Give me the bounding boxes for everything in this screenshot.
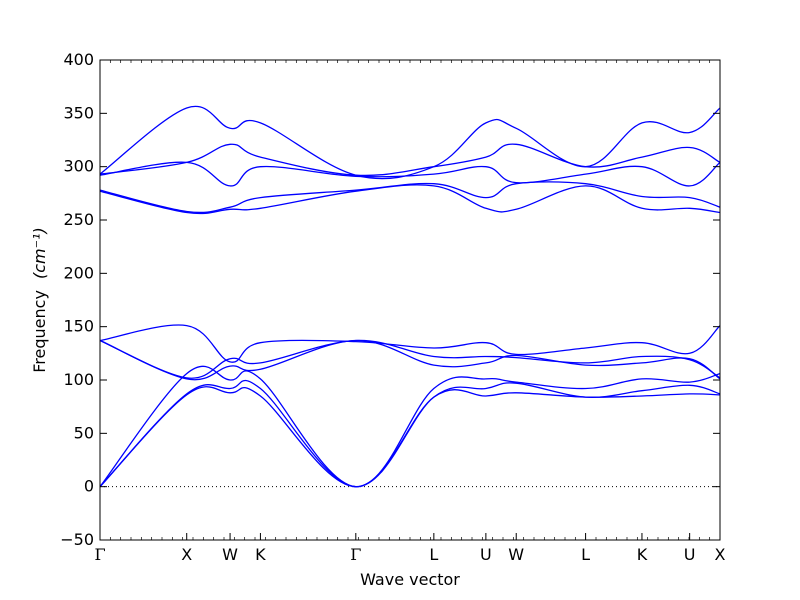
series-layer — [99, 105, 721, 488]
dispersion-branch — [99, 105, 721, 180]
dispersion-branch — [99, 365, 721, 488]
x-tick-label: L — [429, 545, 438, 564]
y-tick-label: 250 — [63, 210, 94, 229]
y-tick-label: 350 — [63, 103, 94, 122]
y-tick-label: 150 — [63, 317, 94, 336]
dispersion-branch — [99, 184, 721, 215]
y-tick-label: 50 — [74, 423, 94, 442]
y-tick-label: 100 — [63, 370, 94, 389]
x-tick-label: K — [637, 545, 648, 564]
x-tick-label: X — [181, 545, 192, 564]
y-axis-title: Frequency (cm⁻¹) — [30, 227, 49, 372]
plot-frame — [99, 59, 721, 541]
x-tick-label: U — [480, 545, 492, 564]
y-tick-label: 300 — [63, 157, 94, 176]
y-axis-unit: (cm⁻¹) — [30, 227, 49, 279]
x-tick-label: K — [255, 545, 266, 564]
dispersion-branch — [99, 339, 721, 381]
dispersion-branch — [99, 339, 721, 379]
y-axis-title-text: Frequency — [30, 290, 49, 373]
x-tick-label: X — [715, 545, 726, 564]
dispersion-branch — [99, 181, 721, 214]
dispersion-branch — [99, 143, 721, 177]
x-tick-label: Γ — [94, 545, 105, 564]
x-tick-label: Γ — [350, 545, 361, 564]
y-tick-layer: −50 0 50 100 150 200 250 300 350 400 — [60, 50, 720, 549]
x-tick-label: L — [581, 545, 590, 564]
x-axis-title: Wave vector — [360, 570, 460, 589]
dispersion-branch — [99, 161, 721, 187]
dispersion-branch — [99, 379, 721, 488]
y-tick-label: 400 — [63, 50, 94, 69]
dispersion-branch — [99, 324, 721, 363]
y-tick-label: 200 — [63, 263, 94, 282]
y-tick-label: −50 — [60, 530, 94, 549]
y-tick-label: 0 — [84, 477, 94, 496]
x-tick-label: U — [684, 545, 696, 564]
x-tick-label: W — [508, 545, 524, 564]
x-tick-label: W — [222, 545, 238, 564]
